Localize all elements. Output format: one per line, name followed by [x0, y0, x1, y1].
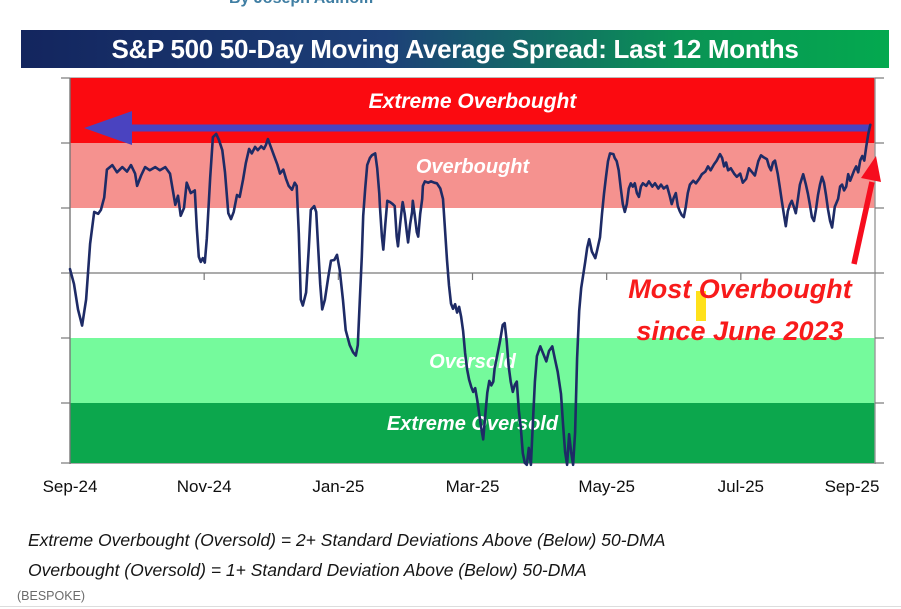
x-axis-label-May-25: May-25	[578, 477, 635, 496]
source-note: (BESPOKE)	[17, 589, 86, 603]
annotation-line1: Most Overbought	[628, 274, 852, 304]
band-extreme-oversold: Extreme Oversold	[70, 403, 875, 463]
bottom-divider	[0, 606, 901, 607]
footnote-extreme-definition: Extreme Overbought (Oversold) = 2+ Stand…	[28, 530, 666, 550]
x-axis-label-Jul-25: Jul-25	[717, 477, 764, 496]
x-axis-label-Sep-24: Sep-24	[42, 477, 98, 496]
band-label-extreme-overbought: Extreme Overbought	[368, 89, 577, 113]
x-axis-label-Mar-25: Mar-25	[445, 477, 500, 496]
x-axis-label-Jan-25: Jan-25	[312, 477, 365, 496]
byline-link[interactable]: By Joseph Adinolfi	[229, 0, 373, 8]
annotation-callout: Most Overbought since June 2023	[612, 268, 868, 352]
yellow-cursor-mark	[696, 291, 706, 321]
x-axis-label-Nov-24: Nov-24	[176, 477, 232, 496]
chart-title: S&P 500 50-Day Moving Average Spread: La…	[111, 33, 799, 64]
band-label-oversold: Oversold	[429, 350, 516, 373]
band-extreme-overbought: Extreme Overbought	[70, 78, 875, 143]
band-label-extreme-oversold: Extreme Oversold	[386, 413, 559, 435]
band-label-overbought: Overbought	[415, 155, 530, 178]
band-overbought: Overbought	[70, 143, 875, 208]
footnote-overbought-definition: Overbought (Oversold) = 1+ Standard Devi…	[28, 560, 587, 580]
annotation-line2: since June 2023	[636, 316, 844, 346]
chart-title-bar: S&P 500 50-Day Moving Average Spread: La…	[21, 30, 889, 68]
x-axis-label-Sep-25: Sep-25	[824, 477, 880, 496]
